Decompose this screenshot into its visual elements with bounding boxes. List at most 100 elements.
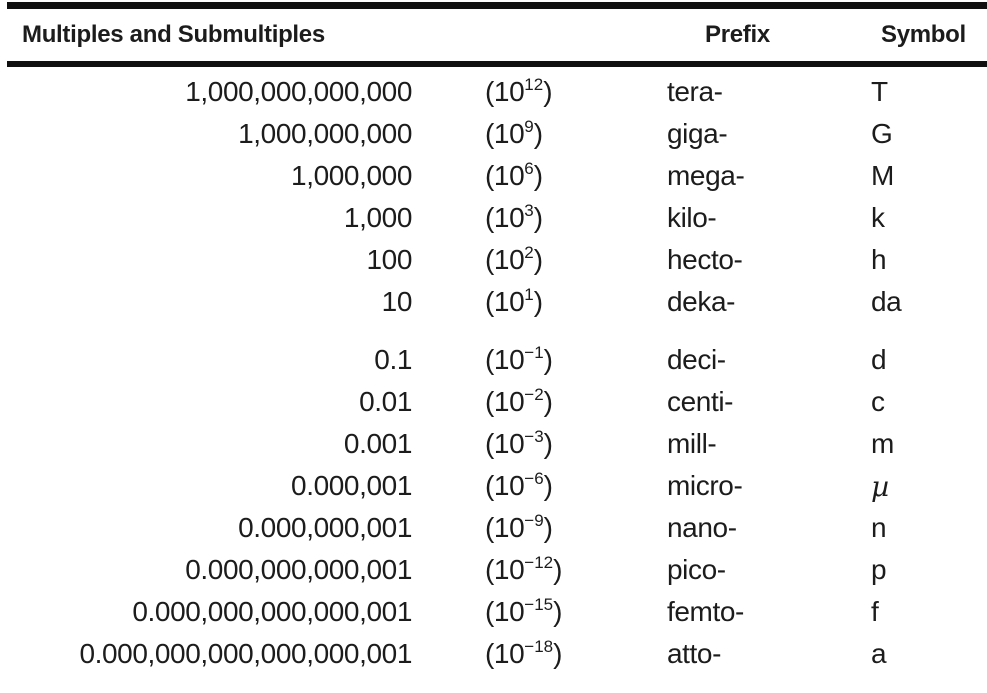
power-exponent: −3 xyxy=(524,426,544,446)
power-of-ten-cell: (102) xyxy=(412,244,667,276)
power-exponent: 6 xyxy=(524,158,534,178)
power-of-ten-cell: (103) xyxy=(412,202,667,234)
table-row: 0.001 (10−3) mill-m xyxy=(0,423,987,465)
power-close: ) xyxy=(533,160,543,191)
prefix-cell: kilo- xyxy=(667,202,717,233)
power-exponent: −12 xyxy=(524,552,554,572)
table-row: 0.000,001 (10−6) micro-µ xyxy=(0,465,987,507)
power-close: ) xyxy=(543,512,553,543)
value-cell: 0.001 xyxy=(343,428,412,459)
value-cell: 1,000,000 xyxy=(291,160,412,191)
power-open: (10 xyxy=(485,386,525,417)
power-open: (10 xyxy=(485,160,525,191)
prefix-cell: deci- xyxy=(667,344,726,375)
power-exponent: −15 xyxy=(524,594,554,614)
table-row: 1,000,000,000,000 (1012) tera- T xyxy=(0,71,987,113)
table-row: 1,000 (103) kilo-k xyxy=(0,197,987,239)
prefix-cell: tera- xyxy=(667,76,723,107)
power-exponent: −18 xyxy=(524,636,554,656)
symbol-cell: M xyxy=(871,160,894,191)
table-row: 0.000,000,000,000,000,001 (10−18) atto-a xyxy=(0,633,987,675)
prefix-cell: nano- xyxy=(667,512,737,543)
power-of-ten-cell: (10−9) xyxy=(412,512,667,544)
table-row: 0.000,000,000,000,001 (10−15) femto-f xyxy=(0,591,987,633)
symbol-cell: d xyxy=(871,344,887,375)
power-exponent: 2 xyxy=(524,242,534,262)
symbol-cell: µ xyxy=(871,469,889,503)
column-header-multiples: Multiples and Submultiples xyxy=(22,21,325,48)
power-close: ) xyxy=(533,202,543,233)
power-open: (10 xyxy=(485,76,525,107)
table-row: 1,000,000,000 (109) giga- G xyxy=(0,113,987,155)
symbol-cell: da xyxy=(871,286,902,317)
power-close: ) xyxy=(533,244,543,275)
power-of-ten-cell: (10−6) xyxy=(412,470,667,502)
power-of-ten-cell: (109) xyxy=(412,118,667,150)
value-cell: 0.1 xyxy=(374,344,412,375)
power-exponent: 1 xyxy=(524,284,534,304)
power-open: (10 xyxy=(485,118,525,149)
power-of-ten-cell: (1012) xyxy=(412,76,667,108)
power-close: ) xyxy=(533,118,543,149)
value-cell: 0.000,000,000,001 xyxy=(185,554,412,585)
value-cell: 0.01 xyxy=(359,386,412,417)
symbol-cell: k xyxy=(871,202,885,233)
value-cell: 10 xyxy=(381,286,413,317)
symbol-cell: T xyxy=(871,76,888,107)
power-close: ) xyxy=(553,596,563,627)
prefix-cell: mill- xyxy=(667,428,717,459)
power-of-ten-cell: (106) xyxy=(412,160,667,192)
submultiples-group: 0.1 (10−1) deci-d 0.01 (10−2) centi-c 0.001 (10… xyxy=(0,339,987,675)
power-exponent: 9 xyxy=(524,116,534,136)
power-of-ten-cell: (10−15) xyxy=(412,596,667,628)
power-of-ten-cell: (10−12) xyxy=(412,554,667,586)
power-exponent: −1 xyxy=(524,342,544,362)
header-rule xyxy=(7,61,987,67)
power-open: (10 xyxy=(485,596,525,627)
table-row: 10 (101) deka-da xyxy=(0,281,987,323)
value-cell: 0.000,000,001 xyxy=(238,512,412,543)
power-close: ) xyxy=(543,470,553,501)
symbol-cell: c xyxy=(871,386,885,417)
power-open: (10 xyxy=(485,512,525,543)
power-of-ten-cell: (10−18) xyxy=(412,638,667,670)
multiples-group: 1,000,000,000,000 (1012) tera- T 1,000,000,0… xyxy=(0,71,987,323)
prefix-cell: giga- xyxy=(667,118,728,149)
power-close: ) xyxy=(533,286,543,317)
symbol-cell: h xyxy=(871,244,887,275)
prefix-cell: deka- xyxy=(667,286,736,317)
symbol-cell: a xyxy=(871,638,887,669)
power-open: (10 xyxy=(485,638,525,669)
power-close: ) xyxy=(543,76,553,107)
power-close: ) xyxy=(543,428,553,459)
power-exponent: −9 xyxy=(524,510,544,530)
power-open: (10 xyxy=(485,554,525,585)
value-cell: 1,000,000,000,000 xyxy=(185,76,412,107)
symbol-cell: p xyxy=(871,554,887,585)
power-exponent: −6 xyxy=(524,468,544,488)
prefix-cell: hecto- xyxy=(667,244,743,275)
power-of-ten-cell: (10−1) xyxy=(412,344,667,376)
table-row: 0.000,000,000,001 (10−12) pico-p xyxy=(0,549,987,591)
power-open: (10 xyxy=(485,244,525,275)
table-body: 1,000,000,000,000 (1012) tera- T 1,000,000,0… xyxy=(0,67,987,675)
power-close: ) xyxy=(543,386,553,417)
prefix-cell: centi- xyxy=(667,386,734,417)
power-of-ten-cell: (10−3) xyxy=(412,428,667,460)
symbol-cell: n xyxy=(871,512,887,543)
column-header-symbol: Symbol xyxy=(881,21,966,48)
prefix-cell: micro- xyxy=(667,470,743,501)
power-exponent: 12 xyxy=(524,74,544,94)
prefix-cell: mega- xyxy=(667,160,745,191)
table-row: 100 (102) hecto-h xyxy=(0,239,987,281)
table-header-row: Multiples and Submultiples Prefix Symbol xyxy=(0,9,987,61)
table-row: 1,000,000 (106) mega- M xyxy=(0,155,987,197)
power-exponent: 3 xyxy=(524,200,534,220)
symbol-cell: m xyxy=(871,428,894,459)
power-open: (10 xyxy=(485,202,525,233)
prefix-cell: femto- xyxy=(667,596,744,627)
value-cell: 0.000,000,000,000,000,001 xyxy=(79,638,412,669)
value-cell: 1,000,000,000 xyxy=(238,118,412,149)
column-header-prefix: Prefix xyxy=(705,21,770,48)
power-exponent: −2 xyxy=(524,384,544,404)
